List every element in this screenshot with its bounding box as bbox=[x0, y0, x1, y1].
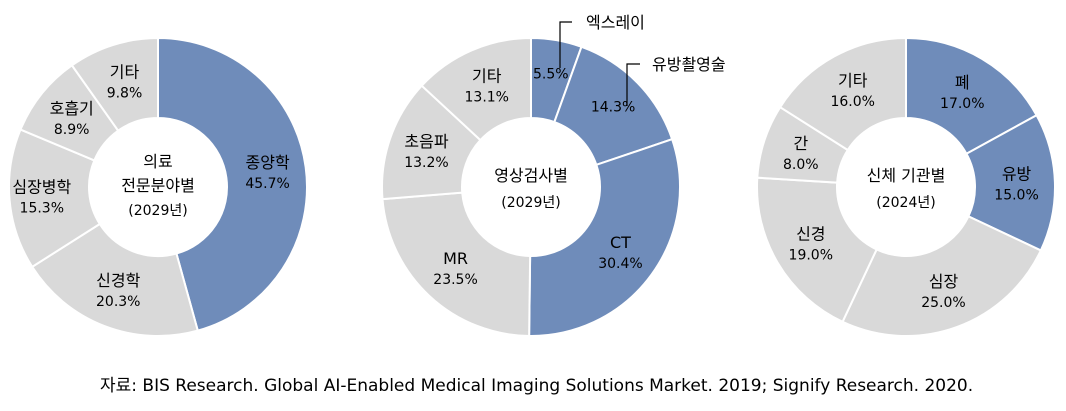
donut-center-title: 의료 bbox=[143, 152, 172, 171]
donut-center-title: (2029년) bbox=[128, 203, 187, 219]
donut-slice bbox=[70, 36, 159, 133]
slice-category-label: 종양학 bbox=[246, 153, 290, 172]
slice-value-label: 17.0% bbox=[940, 96, 984, 112]
slice-value-label: 23.5% bbox=[433, 272, 477, 288]
slice-category-label: 신경학 bbox=[96, 271, 140, 290]
donut-center-title: 신체 기관별 bbox=[867, 166, 946, 185]
slice-category-label: 기타 bbox=[472, 67, 502, 86]
donut-slice bbox=[8, 128, 102, 269]
slice-value-label: 9.8% bbox=[107, 86, 143, 102]
slice-value-label: 5.5% bbox=[533, 67, 569, 83]
slice-value-label: 45.7% bbox=[245, 176, 289, 192]
slice-category-label: 심장 bbox=[929, 272, 959, 291]
donut-slice bbox=[381, 191, 532, 338]
donut-center-title: (2029년) bbox=[501, 195, 560, 211]
slice-category-label: 기타 bbox=[110, 63, 140, 82]
donut-slice bbox=[756, 176, 878, 324]
slice-value-label: 30.4% bbox=[598, 256, 642, 272]
slice-value-label: 13.2% bbox=[404, 155, 448, 171]
slice-category-label: 호흡기 bbox=[50, 99, 94, 118]
leader-line bbox=[559, 21, 572, 68]
slice-category-label: 심장병학 bbox=[12, 177, 71, 196]
donut-slice bbox=[553, 45, 674, 167]
donut-slice bbox=[157, 36, 308, 332]
slice-category-label: 신경 bbox=[796, 224, 825, 243]
slice-category-label: 기타 bbox=[838, 71, 868, 90]
slice-value-label: 25.0% bbox=[921, 295, 965, 311]
donut-charts: 종양학 45.7% 신경학 20.3% 심장병학 15.3% 호흡기 8.9% 기타 9.8% 의료… bbox=[8, 13, 1056, 338]
donut-chart-2: 엑스레이 5.5% 유방촬영술 14.3% CT 30.4% MR 23.5% 초음파 13.2%… bbox=[381, 13, 726, 338]
slice-category-label: 폐 bbox=[955, 73, 970, 92]
slice-value-label: 15.3% bbox=[20, 200, 64, 216]
slice-value-label: 20.3% bbox=[96, 294, 140, 310]
donut-center-title: (2024년) bbox=[876, 195, 935, 211]
leader-line bbox=[626, 63, 640, 106]
donut-slice bbox=[528, 137, 681, 337]
slice-category-label: 간 bbox=[793, 134, 808, 153]
slice-category-label: MR bbox=[443, 249, 468, 268]
donut-center-title: 영상검사별 bbox=[494, 166, 568, 185]
slice-category-label: 초음파 bbox=[404, 132, 448, 151]
slice-value-label: 14.3% bbox=[591, 99, 635, 115]
donut-slice bbox=[905, 36, 1038, 156]
donut-slice bbox=[778, 36, 907, 152]
slice-category-label: CT bbox=[610, 233, 631, 252]
donut-chart-1: 종양학 45.7% 신경학 20.3% 심장병학 15.3% 호흡기 8.9% 기타 9.8% 의료… bbox=[8, 36, 308, 337]
slice-value-label: 8.9% bbox=[54, 122, 90, 138]
donut-slice bbox=[841, 215, 1043, 337]
slice-category-label: 유방촬영술 bbox=[652, 55, 726, 74]
source-note: 자료: BIS Research. Global AI-Enabled Medi… bbox=[100, 376, 974, 396]
donut-chart-3: 폐 17.0% 유방 15.0% 심장 25.0% 신경 19.0% 간 8.0% 기타 16.0% 신… bbox=[756, 36, 1056, 337]
slice-value-label: 16.0% bbox=[830, 94, 874, 110]
slice-value-label: 19.0% bbox=[789, 247, 833, 263]
slice-value-label: 15.0% bbox=[994, 188, 1038, 204]
donut-center-title: 전문분야별 bbox=[121, 176, 195, 195]
slice-value-label: 13.1% bbox=[465, 90, 509, 106]
slice-category-label: 유방 bbox=[1002, 165, 1032, 184]
slice-value-label: 8.0% bbox=[783, 157, 819, 173]
slice-category-label: 엑스레이 bbox=[586, 13, 645, 32]
donut-slice bbox=[30, 222, 199, 337]
donut-slice bbox=[420, 36, 532, 142]
